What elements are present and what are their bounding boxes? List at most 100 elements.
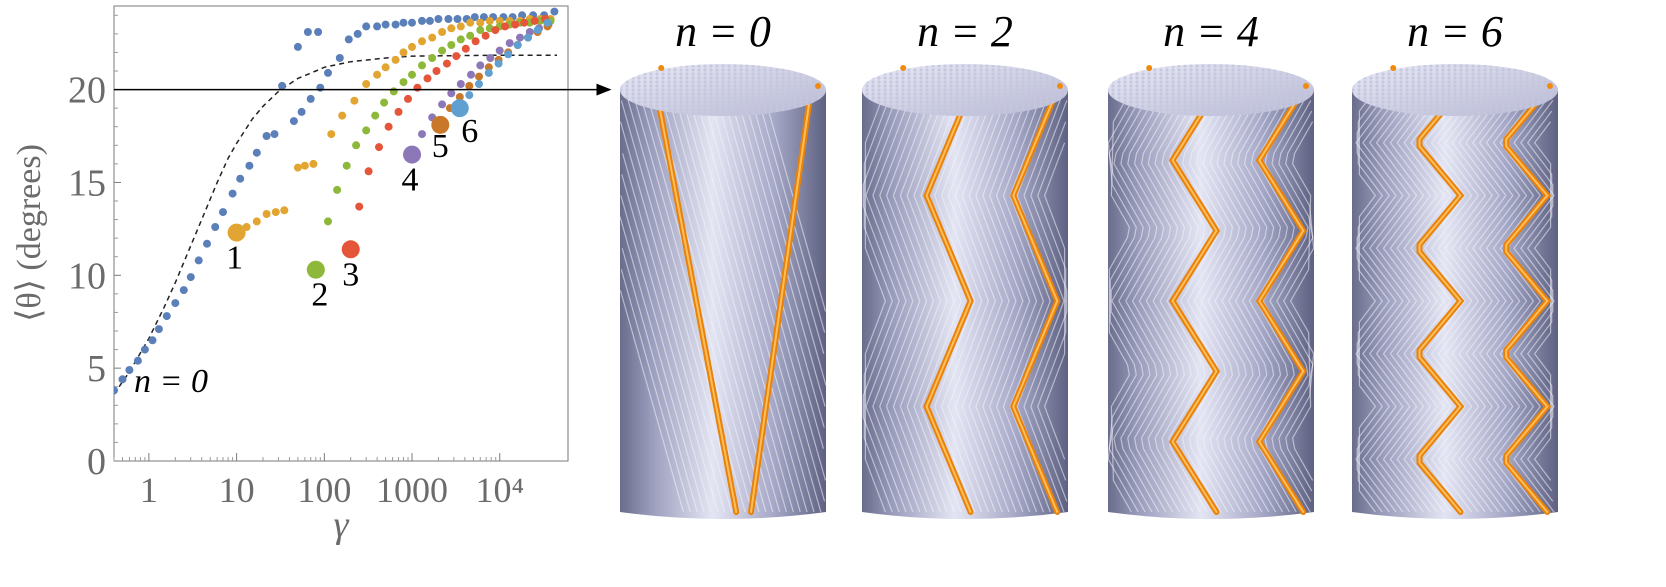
fiber-line (1037, 121, 1067, 481)
fiber-line (1248, 89, 1290, 513)
fiber-line (645, 89, 767, 513)
fiber-line (1437, 89, 1480, 513)
fiber-line (988, 89, 1031, 513)
data-point (362, 22, 371, 31)
data-point (154, 325, 163, 334)
fiber-line (934, 89, 976, 513)
fiber-line (741, 89, 827, 386)
y-axis-label: ⟨θ⟩ (degrees) (11, 144, 48, 322)
fiber-line (1423, 89, 1466, 513)
fiber-line (982, 89, 1024, 513)
fiber-line (865, 89, 907, 513)
data-point (530, 16, 539, 25)
data-point (245, 161, 254, 170)
fiber-line (1396, 89, 1438, 513)
fiber-line (1009, 89, 1051, 513)
data-point (423, 74, 432, 83)
fiber-end (1057, 83, 1063, 89)
panel-label: n = 6 (1407, 7, 1503, 56)
fiber-line (1465, 89, 1507, 513)
highlight-fiber-sheen (1258, 89, 1305, 513)
data-point (404, 94, 412, 103)
data-point (335, 54, 344, 62)
highlight-fiber-sheen (750, 89, 812, 513)
fiber-end (1146, 65, 1153, 71)
fiber-line (1478, 89, 1521, 513)
fiber-bundle (1107, 89, 1315, 513)
fiber-line (1200, 89, 1242, 513)
series-marker (403, 145, 422, 164)
data-point (455, 93, 464, 101)
fiber-end (815, 83, 821, 89)
data-point (391, 55, 400, 64)
fiber-line (1410, 89, 1452, 513)
fiber-line (1403, 89, 1445, 513)
data-point (314, 28, 323, 36)
data-point (125, 366, 134, 374)
cylinder-top-texture (862, 64, 1068, 116)
fiber-line (885, 89, 928, 513)
cylinder-top-texture (620, 64, 826, 116)
fiber-line (975, 89, 1017, 513)
data-point (484, 68, 493, 77)
fiber-line (1451, 89, 1493, 513)
panel-label: n = 0 (675, 7, 771, 56)
fiber-line (872, 89, 914, 513)
fiber-line (1180, 89, 1222, 513)
data-point (513, 41, 522, 49)
cylinder-top-texture (1352, 64, 1558, 116)
fiber-line (1444, 89, 1487, 513)
x-axis-label: γ (334, 504, 350, 546)
data-point (270, 130, 279, 139)
fiber-line (1492, 89, 1535, 513)
data-point (434, 15, 443, 23)
data-point (353, 29, 362, 38)
fiber-line (1228, 89, 1270, 513)
data-point (399, 48, 408, 57)
fiber-line (1002, 89, 1045, 513)
data-point (333, 185, 342, 194)
fiber-line (1131, 89, 1174, 513)
fiber-line (920, 89, 962, 513)
fiber-line (1356, 89, 1390, 513)
fiber-bundle (1355, 89, 1555, 513)
data-point (362, 80, 371, 88)
fiber-line (1513, 89, 1555, 513)
data-point (219, 208, 227, 217)
fiber-bundle (862, 89, 1068, 513)
fiber-end (658, 65, 665, 71)
data-point (491, 26, 500, 35)
cylinder-panels: n = 0 n = 2 n = 4 n = 6 (619, 7, 1558, 519)
fiber-line (755, 89, 826, 333)
fiber-line (748, 89, 825, 354)
fiber-line (1362, 89, 1404, 513)
cylinder-panel: n = 0 (619, 7, 827, 519)
fiber-line (1472, 89, 1514, 513)
fiber-line (1107, 89, 1139, 513)
highlight-fiber-sheen (1505, 89, 1549, 513)
data-point (236, 174, 245, 183)
data-point (140, 345, 149, 354)
fiber-line (913, 89, 955, 513)
data-point (162, 312, 171, 321)
x-tick-label: 10⁴ (475, 470, 524, 510)
data-point (280, 206, 289, 215)
data-point (466, 18, 475, 27)
data-point (300, 161, 309, 170)
data-point (352, 141, 361, 150)
data-point (428, 33, 437, 42)
data-point (399, 18, 408, 27)
data-point (324, 68, 332, 77)
data-point (476, 26, 485, 35)
fiber-line (713, 89, 827, 481)
data-point (550, 7, 559, 16)
data-point (418, 16, 426, 25)
data-point (465, 81, 474, 90)
data-point (262, 132, 271, 140)
fiber-line (665, 89, 787, 513)
fiber-line (1152, 89, 1194, 513)
data-point (447, 24, 456, 33)
fiber-line (863, 89, 893, 513)
panel-label: n = 4 (1163, 7, 1259, 56)
